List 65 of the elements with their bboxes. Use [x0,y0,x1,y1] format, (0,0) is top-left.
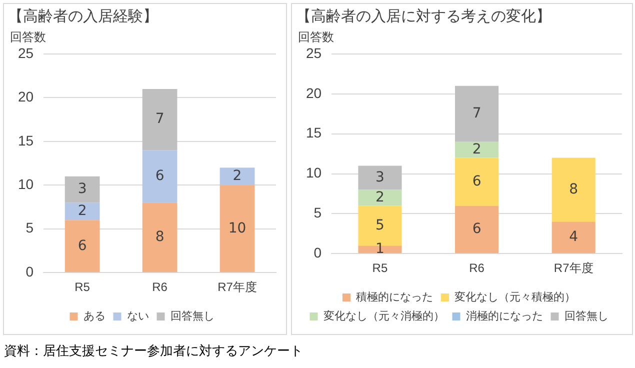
x-tick-label: R6 [152,280,168,294]
x-tick-label: R5 [372,261,388,276]
y-tick-label: 5 [314,204,322,221]
legend-label: 回答無し [564,310,608,323]
data-label: 10 [228,220,246,236]
bar [220,185,255,272]
y-tick-label: 25 [306,44,322,61]
bar [64,176,100,203]
data-label: 8 [569,181,578,198]
bar [64,202,100,220]
bar [552,222,596,254]
data-label: 7 [155,111,164,128]
data-label: 2 [232,168,242,184]
x-tick-label: R6 [469,261,485,276]
bar [358,166,402,190]
bar [358,190,402,206]
text: 資料：居住支援セミナー参加者に対するアンケート [4,343,303,360]
x-tick-label: R5 [74,280,90,294]
y-tick-label: 25 [18,44,34,61]
bar [455,86,499,142]
y-tick-label: 15 [18,132,34,148]
data-label: 3 [78,181,87,198]
legend-label: ない [126,310,149,323]
bar [455,206,499,254]
data-label: 4 [569,229,578,246]
y-tick-label: 5 [26,220,34,236]
legend-label: 消極的になった [466,310,543,323]
bar [552,158,596,222]
y-axis-title: 回答数 [298,30,334,44]
data-label: 6 [472,221,482,238]
data-label: 6 [155,168,164,184]
y-tick-label: 20 [306,84,322,101]
legend-label: 変化なし（元々消極的） [323,310,444,323]
bar [142,88,178,150]
y-tick-label: 10 [306,164,322,181]
data-label: 6 [472,173,482,190]
bar [220,168,255,186]
legend-label: ある [83,310,106,323]
y-tick-label: 0 [314,244,322,260]
data-label: 2 [376,189,384,206]
chart-title: 【高齢者の入居に対する考えの変化】 [296,6,551,25]
x-tick-label: R7年度 [554,261,594,276]
data-label: 2 [472,141,482,158]
bar [455,142,499,158]
x-tick-label: R7年度 [218,280,257,294]
data-label: 1 [376,241,384,257]
y-tick-label: 15 [306,124,322,141]
y-tick-label: 10 [18,176,34,192]
y-tick-label: 0 [26,263,34,280]
y-tick-label: 20 [18,88,34,105]
bar [455,158,499,206]
legend-label: 積極的になった [356,292,433,304]
y-axis-title: 回答数 [10,30,46,44]
data-label: 6 [78,238,87,254]
chart-title: 【高齢者の入居経験】 [8,6,158,25]
legend-label: 回答無し [170,310,214,323]
data-label: 2 [78,203,87,220]
legend-label: 変化なし（元々積極的） [454,290,576,304]
bar [142,202,178,272]
data-label: 3 [376,169,384,186]
bar [142,150,178,203]
data-label: 7 [472,106,482,122]
data-label: 5 [376,217,384,234]
data-label: 8 [155,229,164,246]
bar [64,220,100,272]
